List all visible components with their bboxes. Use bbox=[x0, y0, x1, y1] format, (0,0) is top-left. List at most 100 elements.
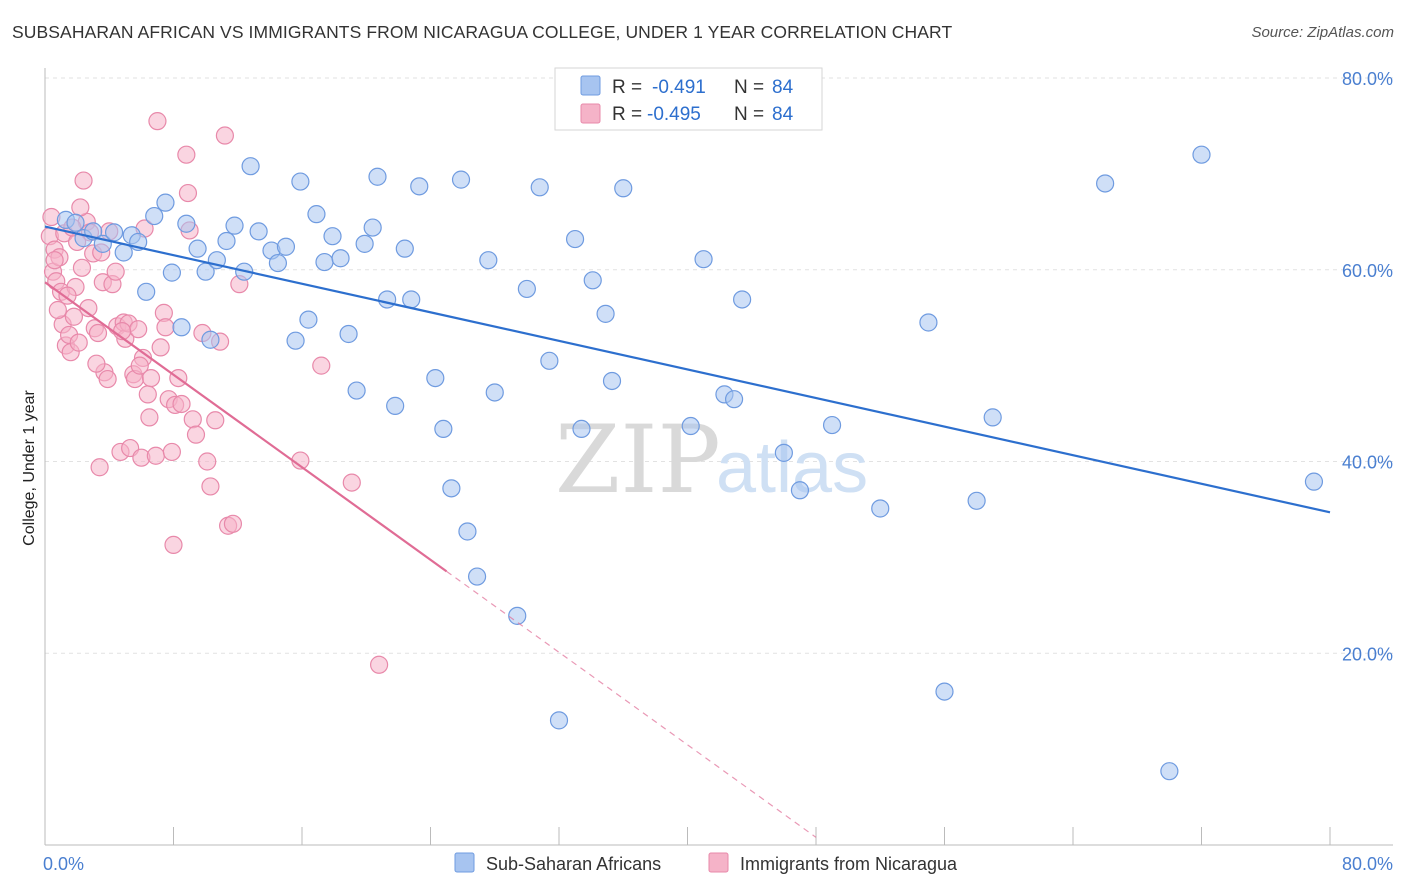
series-legend-label-blue: Sub-Saharan Africans bbox=[486, 854, 661, 874]
point-blue-53 bbox=[517, 279, 536, 299]
point-pink-59 bbox=[198, 452, 217, 471]
point-blue-69 bbox=[790, 481, 810, 500]
x-tick-label-min: 0.0% bbox=[43, 854, 84, 874]
point-blue-38 bbox=[368, 167, 387, 186]
trend-line-blue bbox=[44, 225, 1331, 514]
watermark: ZIP atlas bbox=[555, 406, 868, 515]
tick-labels: 0.0% 80.0% 20.0% 40.0% 60.0% 80.0% bbox=[43, 69, 1393, 874]
point-blue-12 bbox=[162, 263, 181, 282]
point-blue-36 bbox=[355, 234, 374, 253]
trend-line-pink-extension bbox=[446, 570, 817, 838]
legend-r-value-2: -0.495 bbox=[647, 104, 701, 125]
point-blue-66 bbox=[724, 390, 744, 409]
point-blue-67 bbox=[733, 290, 752, 309]
point-pink-60 bbox=[201, 477, 220, 496]
point-blue-39 bbox=[378, 290, 397, 309]
point-blue-31 bbox=[315, 252, 334, 272]
point-pink-27 bbox=[106, 262, 125, 281]
point-blue-63 bbox=[681, 416, 700, 436]
point-pink-15 bbox=[74, 171, 93, 190]
point-blue-54 bbox=[530, 178, 549, 197]
y-tick-label-20: 20.0% bbox=[1342, 644, 1393, 664]
point-pink-57 bbox=[186, 425, 206, 444]
legend-n-label-1: N = bbox=[734, 77, 764, 98]
point-blue-10 bbox=[145, 206, 164, 226]
point-blue-44 bbox=[426, 368, 445, 388]
point-blue-61 bbox=[602, 371, 622, 391]
point-blue-23 bbox=[249, 222, 268, 241]
legend-r-value-1: -0.491 bbox=[652, 77, 706, 98]
point-blue-27 bbox=[286, 331, 305, 350]
point-blue-29 bbox=[299, 310, 318, 329]
point-pink-11 bbox=[64, 307, 84, 326]
point-blue-13 bbox=[172, 318, 191, 337]
y-tick-label-40: 40.0% bbox=[1342, 453, 1393, 473]
point-pink-41 bbox=[141, 368, 161, 388]
trend-lines bbox=[44, 225, 1331, 838]
series-immigrants-from-nicaragua bbox=[40, 112, 389, 674]
point-blue-20 bbox=[225, 216, 244, 235]
point-blue-75 bbox=[983, 408, 1002, 427]
point-pink-63 bbox=[215, 126, 234, 145]
point-pink-56 bbox=[183, 410, 202, 429]
point-pink-61 bbox=[206, 411, 225, 430]
point-blue-15 bbox=[188, 239, 207, 258]
series-legend: Sub-Saharan Africans Immigrants from Nic… bbox=[454, 852, 958, 874]
legend-r-label-1: R = bbox=[612, 77, 642, 98]
point-blue-48 bbox=[458, 522, 477, 541]
y-tick-label-80: 80.0% bbox=[1342, 69, 1393, 89]
chart-title: SUBSAHARAN AFRICAN VS IMMIGRANTS FROM NI… bbox=[12, 22, 953, 42]
point-blue-73 bbox=[935, 682, 954, 701]
point-blue-19 bbox=[217, 231, 236, 251]
point-pink-24 bbox=[98, 369, 117, 389]
point-pink-82 bbox=[71, 198, 90, 217]
point-pink-70 bbox=[370, 655, 389, 674]
point-blue-77 bbox=[1160, 762, 1179, 781]
legend-swatch-pink bbox=[580, 103, 601, 124]
point-blue-45 bbox=[434, 419, 453, 439]
point-blue-26 bbox=[276, 237, 296, 256]
point-pink-20 bbox=[88, 323, 108, 343]
y-tick-label-60: 60.0% bbox=[1342, 261, 1393, 281]
point-blue-1 bbox=[66, 213, 85, 232]
point-blue-42 bbox=[402, 290, 421, 309]
point-blue-52 bbox=[508, 606, 527, 625]
point-blue-60 bbox=[596, 304, 615, 323]
chart-source: Source: ZipAtlas.com bbox=[1251, 24, 1394, 41]
legend-r-label-2: R = bbox=[612, 104, 642, 125]
point-blue-58 bbox=[572, 419, 591, 439]
point-blue-72 bbox=[919, 313, 938, 332]
point-blue-14 bbox=[177, 214, 196, 233]
gridlines bbox=[45, 77, 1393, 654]
point-blue-57 bbox=[565, 229, 585, 249]
point-pink-13 bbox=[69, 333, 88, 352]
point-blue-30 bbox=[307, 205, 326, 224]
point-pink-53 bbox=[177, 145, 196, 164]
point-pink-79 bbox=[140, 408, 159, 427]
point-pink-40 bbox=[138, 385, 157, 404]
point-pink-77 bbox=[87, 354, 106, 373]
point-blue-41 bbox=[395, 239, 414, 258]
point-pink-80 bbox=[48, 300, 67, 320]
point-blue-49 bbox=[467, 567, 487, 586]
point-pink-49 bbox=[164, 535, 183, 555]
trend-line-pink bbox=[44, 281, 448, 573]
point-blue-28 bbox=[291, 172, 310, 191]
point-blue-40 bbox=[386, 396, 405, 415]
point-blue-43 bbox=[410, 177, 429, 196]
point-blue-51 bbox=[485, 383, 504, 402]
legend-n-label-2: N = bbox=[734, 104, 764, 125]
point-blue-71 bbox=[871, 499, 890, 518]
point-pink-14 bbox=[72, 258, 92, 277]
point-pink-48 bbox=[162, 442, 181, 462]
point-blue-64 bbox=[694, 250, 713, 269]
point-pink-65 bbox=[223, 514, 243, 533]
series-legend-swatch-pink bbox=[708, 852, 729, 873]
x-tick-label-max: 80.0% bbox=[1342, 854, 1393, 874]
point-pink-78 bbox=[130, 356, 149, 375]
point-pink-36 bbox=[129, 320, 148, 339]
point-blue-25 bbox=[268, 253, 288, 273]
stats-legend: R = -0.491 N = 84 R = -0.495 N = 84 bbox=[554, 67, 823, 131]
axes bbox=[44, 68, 1393, 846]
